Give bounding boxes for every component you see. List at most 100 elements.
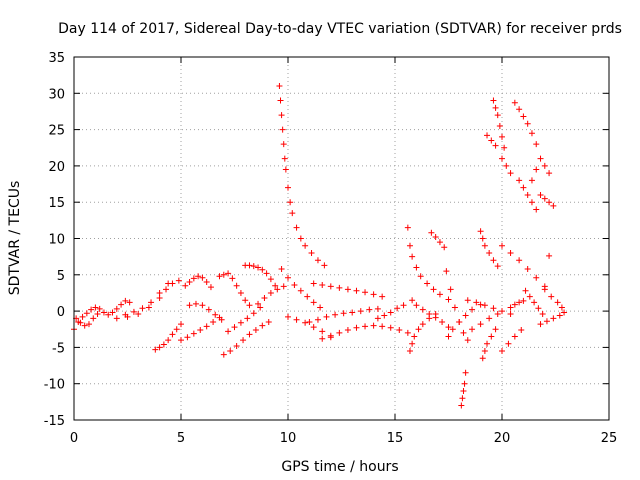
data-point <box>516 299 523 306</box>
data-point <box>535 305 542 312</box>
data-point <box>210 318 217 325</box>
data-point <box>524 191 531 198</box>
data-point <box>528 199 535 206</box>
data-point <box>156 289 163 296</box>
x-tick-label: 25 <box>601 431 618 446</box>
data-point <box>212 311 219 318</box>
x-tick-label: 15 <box>387 431 404 446</box>
data-point <box>190 330 197 337</box>
data-point <box>499 348 505 355</box>
data-point <box>494 263 501 270</box>
data-point <box>494 311 501 318</box>
data-point <box>250 263 257 270</box>
data-point <box>413 302 420 309</box>
data-point <box>242 297 249 304</box>
data-point <box>537 191 544 198</box>
data-point <box>281 155 288 162</box>
data-point <box>528 177 535 184</box>
plot-frame <box>73 56 610 421</box>
data-point <box>362 323 369 330</box>
data-point <box>207 284 214 291</box>
data-point <box>486 315 493 322</box>
data-point <box>404 224 411 231</box>
data-point <box>293 224 300 231</box>
data-point <box>411 333 418 340</box>
data-point <box>449 326 456 333</box>
data-point <box>199 274 206 281</box>
data-point <box>246 302 253 309</box>
data-point <box>445 296 452 303</box>
data-point <box>278 265 285 272</box>
data-point <box>327 283 334 290</box>
data-point <box>424 280 431 287</box>
data-point <box>184 334 191 341</box>
data-point <box>139 305 146 312</box>
data-point <box>539 311 546 318</box>
data-point <box>314 257 321 264</box>
data-point <box>122 311 129 318</box>
data-point <box>409 253 416 260</box>
chart-title: Day 114 of 2017, Sidereal Day-to-day VTE… <box>58 21 622 37</box>
y-tick-label: 25 <box>48 124 65 139</box>
data-point <box>428 229 435 236</box>
data-point <box>462 369 469 376</box>
data-point <box>516 177 523 184</box>
y-tick-label: 0 <box>57 305 65 320</box>
data-point <box>492 142 499 149</box>
data-point <box>282 166 289 173</box>
data-point <box>419 321 426 328</box>
data-point <box>511 99 518 106</box>
data-point <box>289 210 296 217</box>
data-point <box>458 402 465 409</box>
data-point <box>152 346 159 353</box>
data-point <box>507 304 514 311</box>
data-point <box>379 323 386 330</box>
data-point <box>554 299 561 306</box>
data-point <box>370 322 377 329</box>
data-point <box>225 328 232 335</box>
data-point <box>340 310 347 317</box>
data-point <box>332 311 339 318</box>
data-point <box>479 235 486 242</box>
data-point <box>178 337 184 344</box>
data-point <box>205 306 212 313</box>
data-point <box>533 141 540 148</box>
data-point <box>379 293 386 300</box>
data-point <box>436 291 443 298</box>
data-point <box>250 310 257 317</box>
data-point <box>263 270 270 277</box>
data-point <box>406 242 413 249</box>
data-point <box>445 333 452 340</box>
data-point <box>486 250 493 257</box>
x-tick-label: 0 <box>70 431 78 446</box>
data-point <box>233 342 240 349</box>
data-point <box>430 286 437 293</box>
data-point <box>336 329 343 336</box>
data-point <box>507 250 514 257</box>
data-point <box>432 314 439 321</box>
data-point <box>349 309 356 316</box>
data-point <box>469 326 476 333</box>
data-point <box>145 304 152 311</box>
data-point <box>520 184 527 191</box>
data-point <box>499 133 505 140</box>
data-point <box>280 141 287 148</box>
data-point <box>417 273 424 280</box>
data-point <box>297 287 304 294</box>
data-point <box>362 289 369 296</box>
data-point <box>81 322 88 329</box>
data-point <box>541 162 548 169</box>
data-point <box>122 297 129 304</box>
data-point <box>387 309 394 316</box>
data-point <box>257 304 264 311</box>
data-point <box>462 312 469 319</box>
data-point <box>135 311 142 318</box>
data-point <box>285 184 291 191</box>
data-point <box>274 286 281 293</box>
data-point <box>165 337 172 344</box>
data-point <box>404 329 411 336</box>
data-point <box>400 302 407 309</box>
data-point <box>443 268 450 275</box>
data-point <box>220 271 227 278</box>
data-point <box>317 304 324 311</box>
